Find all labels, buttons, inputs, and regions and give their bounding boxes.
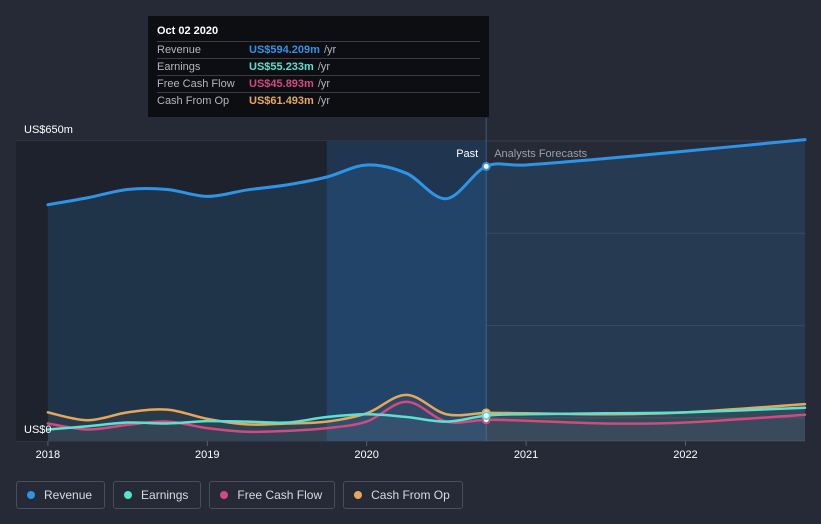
tooltip-row-cash-from-op: Cash From Op US$61.493m /yr <box>157 93 480 109</box>
x-tick-label: 2019 <box>195 449 219 461</box>
y-tick-label: US$650m <box>24 124 73 136</box>
legend-item-free-cash-flow[interactable]: Free Cash Flow <box>209 481 336 509</box>
line-revenue <box>46 138 807 207</box>
legend-dot-icon <box>354 491 363 499</box>
x-tick-label: 2021 <box>514 449 538 461</box>
tooltip-label: Cash From Op <box>157 95 230 107</box>
legend-dot-icon <box>27 491 35 499</box>
legend-dot-icon <box>124 491 133 499</box>
x-tick-label: 2018 <box>36 449 60 461</box>
tooltip-value: US$55.233m <box>249 61 314 73</box>
tooltip: Oct 02 2020 Revenue US$594.209m /yr Earn… <box>148 16 489 117</box>
tooltip-value: US$61.493m <box>249 95 314 107</box>
series-lines <box>46 138 807 434</box>
tooltip-row-earnings: Earnings US$55.233m /yr <box>157 59 480 76</box>
tooltip-date: Oct 02 2020 <box>157 24 480 42</box>
legend-item-cash-from-op[interactable]: Cash From Op <box>343 481 463 509</box>
series-areas <box>47 139 806 441</box>
legend-label: Earnings <box>141 488 189 502</box>
legend-label: Cash From Op <box>371 488 450 502</box>
area-cash-from-op <box>47 394 806 441</box>
x-tick-label: 2020 <box>354 449 378 461</box>
area-free-cash-flow <box>47 401 806 441</box>
tooltip-unit: /yr <box>317 61 331 73</box>
legend-label: Free Cash Flow <box>237 488 323 502</box>
tooltip-unit: /yr <box>317 78 331 90</box>
y-tick-label: US$0 <box>24 424 52 436</box>
legend-item-earnings[interactable]: Earnings <box>113 481 202 509</box>
past-label: Past <box>456 148 478 160</box>
legend-item-revenue[interactable]: Revenue <box>16 481 106 509</box>
tooltip-row-free-cash-flow: Free Cash Flow US$45.893m /yr <box>157 76 480 93</box>
tooltip-label: Free Cash Flow <box>157 78 235 90</box>
tooltip-value: US$594.209m <box>249 44 320 56</box>
forecast-label: Analysts Forecasts <box>494 148 587 160</box>
line-earnings <box>46 406 807 431</box>
axis-labels: US$650m US$0 2018 2019 2020 2021 2022 Past Analy… <box>24 124 698 461</box>
tooltip-unit: /yr <box>317 95 331 107</box>
marker-earnings <box>481 411 491 421</box>
tooltip-label: Revenue <box>157 44 202 56</box>
marker-revenue <box>481 161 491 171</box>
tooltip-value: US$45.893m <box>249 78 314 90</box>
tooltip-unit: /yr <box>323 44 337 56</box>
tooltip-row-revenue: Revenue US$594.209m /yr <box>157 42 480 59</box>
area-earnings <box>47 407 806 441</box>
legend-dot-icon <box>220 491 229 499</box>
tooltip-label: Earnings <box>157 61 201 73</box>
legend: Revenue Earnings Free Cash Flow Cash Fro… <box>16 481 463 509</box>
legend-label: Revenue <box>44 488 93 502</box>
x-tick-label: 2022 <box>673 449 697 461</box>
tooltip-markers <box>481 161 491 425</box>
area-revenue <box>47 139 806 441</box>
